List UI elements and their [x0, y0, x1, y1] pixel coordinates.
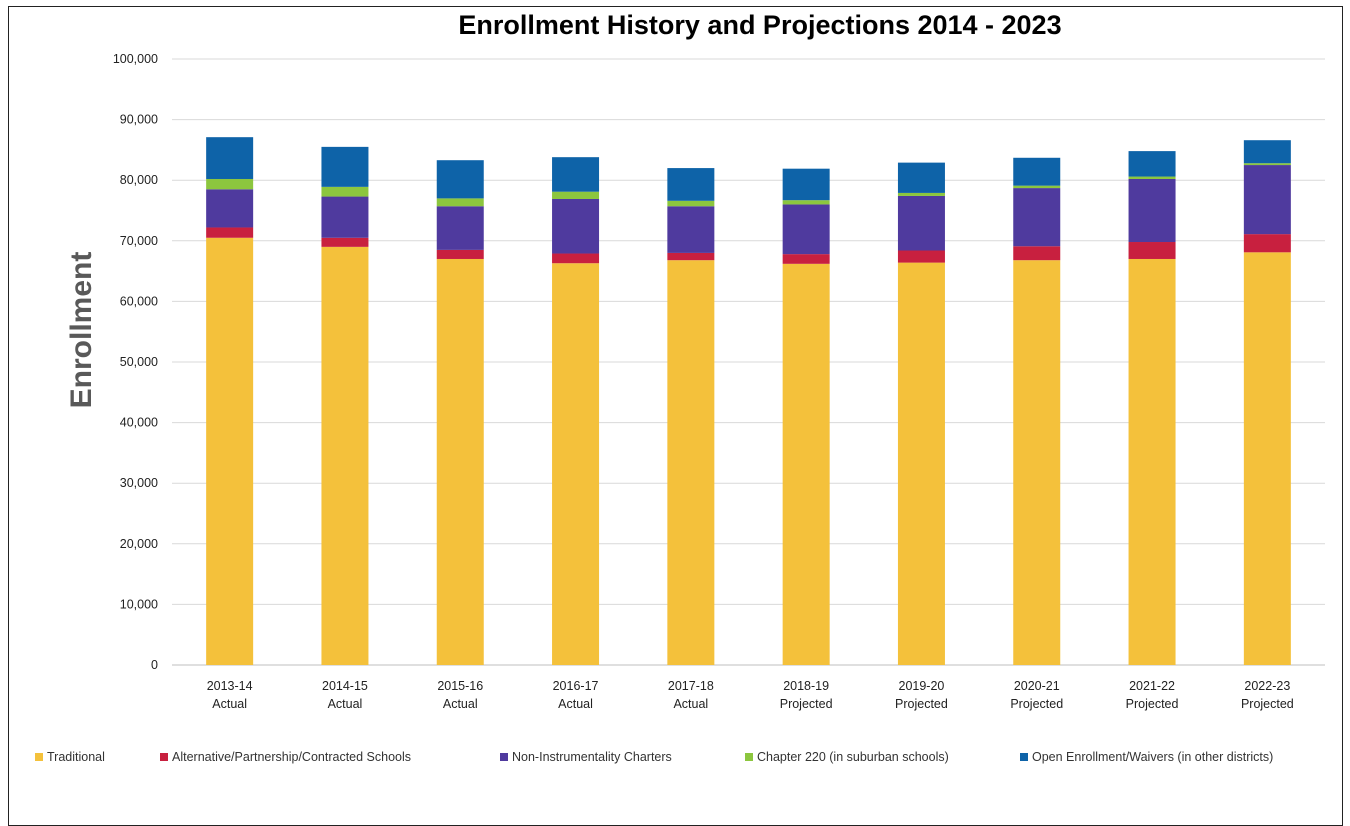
- x-tick-label: 2015-16: [437, 679, 483, 693]
- bar-segment: [1128, 258, 1176, 665]
- x-tick-label: Projected: [1010, 697, 1063, 711]
- chart-title: Enrollment History and Projections 2014 …: [458, 10, 1062, 40]
- x-tick-label: 2022-23: [1244, 679, 1290, 693]
- bar-segment: [897, 262, 945, 665]
- bar-segment: [1013, 260, 1061, 665]
- y-tick-label: 30,000: [120, 476, 158, 490]
- y-tick-label: 50,000: [120, 355, 158, 369]
- legend-label: Open Enrollment/Waivers (in other distri…: [1032, 750, 1274, 764]
- bar-segment: [1013, 185, 1061, 189]
- legend-label: Alternative/Partnership/Contracted Schoo…: [172, 750, 412, 764]
- x-tick-label: 2019-20: [899, 679, 945, 693]
- x-tick-label: 2013-14: [207, 679, 253, 693]
- x-tick-label: Projected: [780, 697, 833, 711]
- bar-segment: [552, 253, 600, 264]
- bar-segment: [1013, 246, 1061, 261]
- bar-segment: [321, 186, 369, 197]
- bar-segment: [1128, 151, 1176, 177]
- bar-segment: [782, 254, 830, 264]
- bar-segment: [897, 195, 945, 251]
- legend-item: Chapter 220 (in suburban schools): [745, 750, 949, 764]
- x-tick-label: Projected: [1126, 697, 1179, 711]
- legend-item: Traditional: [35, 750, 105, 764]
- bar-segment: [552, 198, 600, 254]
- x-tick-label: 2018-19: [783, 679, 829, 693]
- y-tick-label: 20,000: [120, 537, 158, 551]
- x-tick-label: Actual: [328, 697, 363, 711]
- bar-segment: [782, 204, 830, 255]
- bar-segment: [206, 137, 254, 179]
- y-tick-label: 70,000: [120, 234, 158, 248]
- bar-segment: [1013, 157, 1061, 186]
- bar-segment: [897, 162, 945, 193]
- bar-segment: [1128, 178, 1176, 243]
- bar-segment: [782, 263, 830, 665]
- y-tick-label: 100,000: [113, 52, 158, 66]
- legend-label: Non-Instrumentality Charters: [512, 750, 672, 764]
- bar-segment: [1243, 234, 1291, 253]
- bar-segment: [667, 200, 715, 207]
- bar-segment: [206, 237, 254, 665]
- bar-segment: [552, 157, 600, 192]
- legend-swatch: [500, 753, 508, 761]
- legend-item: Non-Instrumentality Charters: [500, 750, 672, 764]
- y-tick-label: 40,000: [120, 416, 158, 430]
- bar-segment: [1243, 252, 1291, 665]
- bar-segment: [321, 146, 369, 187]
- chart-legend: Traditional Alternative/Partnership/Contr…: [0, 750, 1350, 770]
- bar-segment: [897, 192, 945, 196]
- x-tick-label: 2014-15: [322, 679, 368, 693]
- y-tick-label: 60,000: [120, 294, 158, 308]
- bar-segment: [1243, 140, 1291, 164]
- bar-segment: [667, 206, 715, 253]
- bar-segment: [321, 237, 369, 247]
- bar-segment: [321, 246, 369, 666]
- y-tick-label: 0: [151, 658, 158, 672]
- y-tick-label: 80,000: [120, 173, 158, 187]
- x-tick-label: Projected: [1241, 697, 1294, 711]
- x-tick-label: Projected: [895, 697, 948, 711]
- x-tick-label: 2016-17: [553, 679, 599, 693]
- x-tick-label: Actual: [673, 697, 708, 711]
- bar-segment: [897, 250, 945, 263]
- bar-segment: [1128, 176, 1176, 179]
- bar-segment: [436, 206, 484, 250]
- legend-swatch: [35, 753, 43, 761]
- bar-segment: [436, 160, 484, 199]
- bar-segment: [1243, 165, 1291, 235]
- bar-segment: [206, 178, 254, 190]
- bar-segment: [667, 252, 715, 261]
- bar-segment: [667, 168, 715, 201]
- x-tick-label: 2021-22: [1129, 679, 1175, 693]
- x-tick-label: Actual: [558, 697, 593, 711]
- x-tick-label: Actual: [212, 697, 247, 711]
- bar-segment: [1128, 242, 1176, 259]
- bar-segment: [782, 200, 830, 205]
- legend-label: Traditional: [47, 750, 105, 764]
- bar-segment: [1243, 163, 1291, 166]
- bar-segment: [436, 249, 484, 259]
- y-tick-label: 90,000: [120, 113, 158, 127]
- legend-swatch: [1020, 753, 1028, 761]
- bar-segment: [782, 168, 830, 201]
- bar-segment: [206, 227, 254, 238]
- y-tick-label: 10,000: [120, 597, 158, 611]
- x-tick-label: 2017-18: [668, 679, 714, 693]
- x-tick-label: 2020-21: [1014, 679, 1060, 693]
- legend-item: Alternative/Partnership/Contracted Schoo…: [160, 750, 411, 764]
- legend-swatch: [160, 753, 168, 761]
- legend-item: Open Enrollment/Waivers (in other distri…: [1020, 750, 1273, 764]
- legend-swatch: [745, 753, 753, 761]
- bar-segment: [667, 260, 715, 665]
- bar-segment: [436, 258, 484, 665]
- bar-segment: [321, 196, 369, 238]
- bar-segment: [436, 198, 484, 207]
- bar-segment: [552, 263, 600, 665]
- bar-segment: [552, 191, 600, 199]
- x-tick-label: Actual: [443, 697, 478, 711]
- bar-segment: [1013, 188, 1061, 247]
- bar-segment: [206, 189, 254, 228]
- legend-label: Chapter 220 (in suburban schools): [757, 750, 949, 764]
